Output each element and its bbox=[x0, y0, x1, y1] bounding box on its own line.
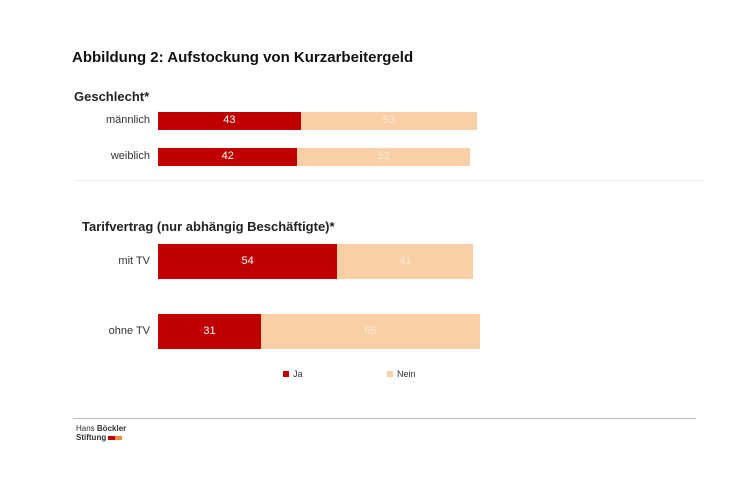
bar-nein bbox=[297, 148, 471, 166]
data-label-ja: 42 bbox=[221, 150, 234, 162]
data-label-nein: 53 bbox=[382, 114, 395, 126]
group-divider bbox=[74, 180, 704, 181]
footer-divider bbox=[73, 418, 696, 419]
bar-ja bbox=[158, 148, 298, 166]
data-label-ja: 54 bbox=[241, 254, 254, 267]
data-label-ja: 31 bbox=[203, 324, 216, 337]
category-label: männlich bbox=[105, 114, 150, 126]
logo-text-hans: Hans bbox=[76, 424, 97, 433]
category-label: weiblich bbox=[110, 150, 150, 162]
legend-label-ja: Ja bbox=[293, 369, 303, 379]
chart-title: Abbildung 2: Aufstockung von Kurzarbeite… bbox=[72, 49, 414, 66]
hans-boeckler-logo: Hans Böckler Stiftung bbox=[76, 424, 126, 442]
data-label-nein: 66 bbox=[364, 324, 377, 337]
category-label: mit TV bbox=[118, 254, 150, 267]
logo-text-boeckler: Böckler bbox=[96, 424, 127, 433]
legend-item-ja: Ja bbox=[283, 369, 303, 379]
logo-mark-icon bbox=[108, 433, 123, 442]
category-label: ohne TV bbox=[108, 324, 150, 337]
legend-swatch-nein bbox=[387, 371, 393, 377]
legend-item-nein: Nein bbox=[387, 369, 416, 379]
legend-swatch-ja bbox=[283, 371, 289, 377]
bar-nein bbox=[300, 112, 477, 130]
bar-nein bbox=[337, 244, 474, 279]
bar-ja bbox=[158, 314, 261, 349]
data-label-ja: 43 bbox=[223, 114, 236, 126]
bar-nein bbox=[260, 314, 481, 349]
group-title-1: Geschlecht* bbox=[74, 89, 150, 104]
data-label-nein: 52 bbox=[377, 150, 390, 162]
data-label-nein: 41 bbox=[399, 254, 412, 267]
legend-label-nein: Nein bbox=[397, 369, 416, 379]
bar-ja bbox=[158, 112, 301, 130]
logo-text-stiftung: Stiftung bbox=[76, 433, 107, 442]
group-title-2: Tarifvertrag (nur abhängig Beschäftigte)… bbox=[82, 219, 335, 234]
bar-ja bbox=[158, 244, 338, 279]
